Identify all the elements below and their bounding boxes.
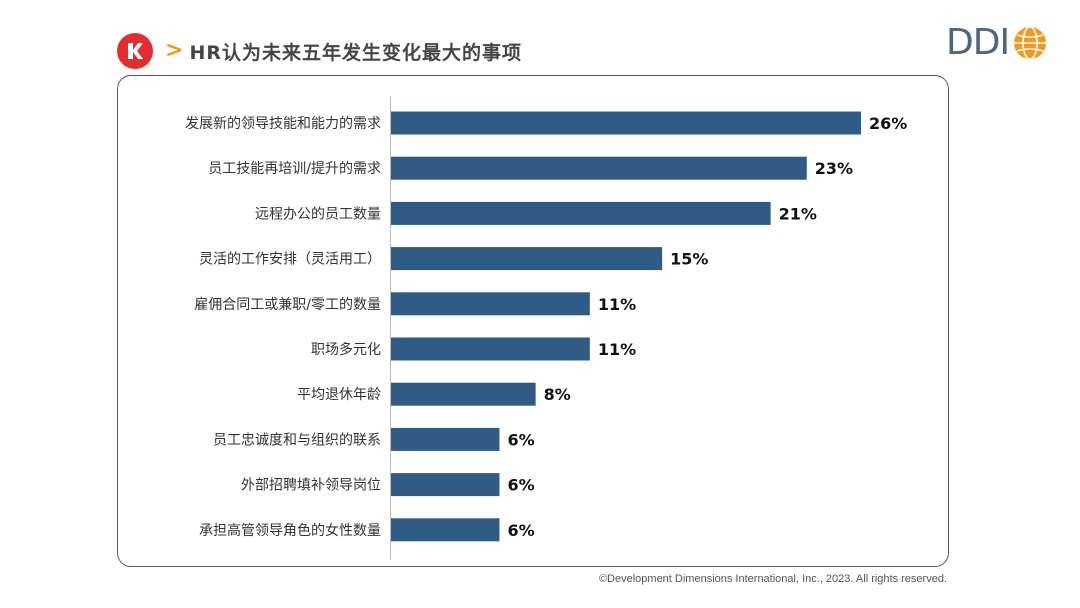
value-label: 6% (507, 430, 534, 449)
copyright-footer: ©Development Dimensions International, I… (598, 573, 947, 585)
category-label: 平均退休年龄 (297, 387, 381, 403)
category-label: 员工忠诚度和与组织的联系 (213, 432, 381, 448)
category-label: 发展新的领导技能和能力的需求 (185, 116, 381, 132)
value-label: 21% (779, 204, 817, 223)
value-label: 26% (869, 114, 907, 133)
category-label: 外部招聘填补领导岗位 (241, 478, 381, 494)
value-label: 11% (598, 340, 636, 359)
category-axis-line (390, 96, 391, 560)
bar (391, 201, 771, 225)
bar-chart: 发展新的领导技能和能力的需求 26% 员工技能再培训/提升的需求 23% 远程办公的员工… (185, 111, 907, 542)
bar (391, 427, 500, 451)
value-label: 6% (507, 521, 534, 540)
category-label: 灵活的工作安排（灵活用工） (199, 252, 381, 268)
value-label: 15% (670, 250, 708, 269)
header: > HR认为未来五年发生变化最大的事项 (117, 33, 522, 69)
bar (391, 382, 536, 406)
ddi-logo: DDI (946, 24, 1049, 62)
ddi-logo-text: DDI (946, 22, 1010, 63)
category-label: 雇佣合同工或兼职/零工的数量 (194, 296, 381, 313)
badge-glyph-icon (128, 43, 143, 59)
value-label: 8% (544, 385, 571, 404)
bar (391, 111, 861, 135)
value-label: 11% (598, 295, 636, 314)
bar (391, 518, 500, 542)
brand-badge-icon (117, 33, 153, 69)
bar (391, 292, 590, 316)
chevron-right-icon: > (165, 38, 184, 63)
bar (391, 156, 807, 180)
category-label: 职场多元化 (311, 341, 381, 358)
category-label: 承担高管领导角色的女性数量 (199, 522, 381, 539)
value-label: 6% (507, 476, 534, 495)
bar (391, 337, 590, 361)
bar (391, 473, 500, 497)
bar (391, 247, 663, 271)
category-label: 员工技能再培训/提升的需求 (208, 161, 381, 177)
globe-icon (1014, 26, 1047, 60)
page-title: HR认为未来五年发生变化最大的事项 (189, 41, 522, 64)
value-label: 23% (815, 159, 853, 178)
category-label: 远程办公的员工数量 (255, 206, 381, 222)
